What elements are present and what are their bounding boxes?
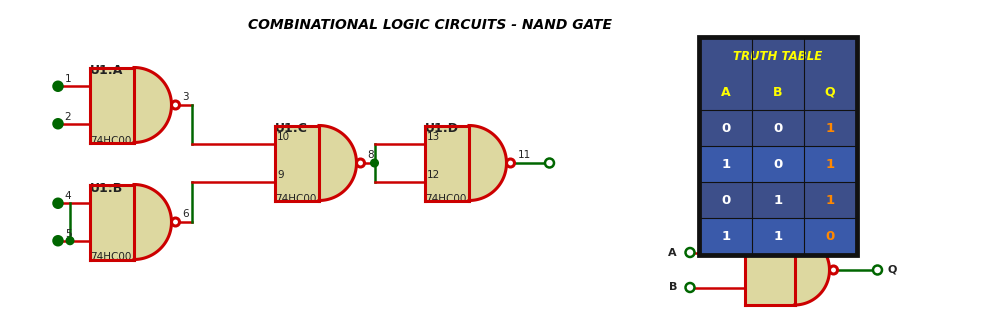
Text: 9: 9 — [277, 170, 284, 180]
Circle shape — [545, 159, 554, 167]
Text: Q: Q — [825, 86, 835, 98]
Circle shape — [686, 283, 694, 292]
Text: 74HC00: 74HC00 — [275, 193, 316, 204]
Bar — [700, 146, 856, 182]
Bar — [90, 185, 134, 260]
Circle shape — [172, 218, 180, 226]
Circle shape — [873, 266, 882, 274]
Bar — [700, 218, 856, 254]
Circle shape — [356, 159, 364, 167]
Bar — [700, 38, 856, 74]
Bar — [90, 67, 134, 142]
Circle shape — [54, 119, 62, 128]
Polygon shape — [469, 125, 506, 200]
Circle shape — [66, 237, 74, 244]
Text: 4: 4 — [65, 191, 71, 201]
Bar — [745, 235, 794, 305]
Text: 13: 13 — [427, 132, 440, 142]
Text: U1:B: U1:B — [90, 182, 123, 194]
Polygon shape — [794, 235, 829, 305]
Text: 1: 1 — [65, 74, 71, 84]
Text: 0: 0 — [825, 230, 835, 242]
Circle shape — [172, 101, 180, 109]
Circle shape — [54, 236, 62, 245]
Text: 1: 1 — [773, 193, 783, 207]
Polygon shape — [134, 185, 171, 260]
Text: TRUTH TABLE: TRUTH TABLE — [733, 49, 823, 63]
Text: 2: 2 — [65, 112, 71, 122]
Circle shape — [371, 159, 378, 167]
Text: 0: 0 — [773, 158, 783, 170]
Text: 3: 3 — [182, 92, 189, 102]
Text: 74HC00: 74HC00 — [425, 193, 466, 204]
Bar — [425, 125, 469, 200]
Text: 1: 1 — [825, 121, 835, 135]
Circle shape — [686, 248, 694, 257]
Bar — [698, 36, 858, 256]
Text: B: B — [669, 283, 677, 292]
Text: 12: 12 — [427, 170, 440, 180]
Bar — [700, 182, 856, 218]
Text: COMBINATIONAL LOGIC CIRCUITS - NAND GATE: COMBINATIONAL LOGIC CIRCUITS - NAND GATE — [248, 18, 612, 32]
Text: U1:A: U1:A — [90, 64, 123, 78]
Text: B: B — [773, 86, 783, 98]
Text: 10: 10 — [277, 132, 290, 142]
Circle shape — [54, 82, 62, 91]
Text: 0: 0 — [721, 121, 731, 135]
Text: 74HC00: 74HC00 — [90, 136, 131, 145]
Polygon shape — [134, 67, 171, 142]
Text: 0: 0 — [773, 121, 783, 135]
Circle shape — [54, 199, 62, 208]
Circle shape — [507, 159, 514, 167]
Text: U1:C: U1:C — [275, 122, 308, 136]
Text: 8: 8 — [368, 150, 374, 160]
Text: 5: 5 — [65, 229, 71, 239]
Text: 1: 1 — [773, 230, 783, 242]
Text: 74HC00: 74HC00 — [90, 252, 131, 263]
Circle shape — [830, 266, 838, 274]
Text: A: A — [721, 86, 731, 98]
Text: 0: 0 — [721, 193, 731, 207]
Bar — [700, 74, 856, 110]
Text: Q: Q — [888, 265, 897, 275]
Text: 1: 1 — [825, 158, 835, 170]
Text: U1:D: U1:D — [425, 122, 459, 136]
Text: 1: 1 — [721, 158, 731, 170]
Bar — [700, 110, 856, 146]
Text: A: A — [668, 247, 677, 258]
Text: 1: 1 — [825, 193, 835, 207]
Polygon shape — [319, 125, 356, 200]
Text: 6: 6 — [182, 209, 189, 219]
Text: 11: 11 — [518, 150, 531, 160]
Bar — [275, 125, 319, 200]
Text: 1: 1 — [721, 230, 731, 242]
